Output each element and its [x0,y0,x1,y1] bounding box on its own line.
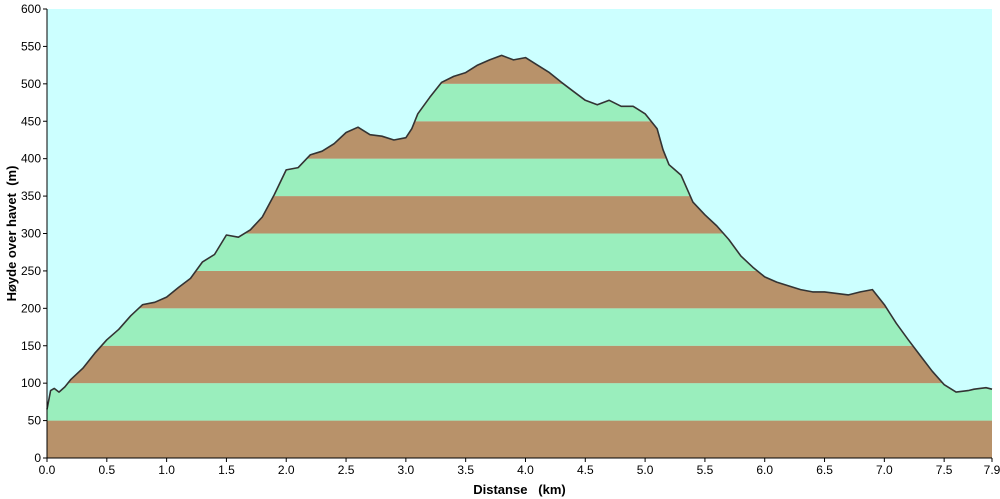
elevation-band [47,308,992,346]
y-tick-label: 600 [21,2,41,16]
x-tick-label: 7.9 [984,463,1000,477]
y-tick-label: 350 [21,189,41,203]
x-tick-label: 6.5 [816,463,833,477]
x-tick-label: 3.0 [398,463,415,477]
axes: 0 50 100 150 200 250 300 350 400 450 500 550 600 0.0 0… [21,2,1000,477]
y-tick-label: 550 [21,39,41,53]
y-tick-label: 450 [21,114,41,128]
x-tick-label: 7.0 [876,463,893,477]
x-tick-label: 2.5 [338,463,355,477]
x-tick-label: 5.5 [697,463,714,477]
y-tick-label: 250 [21,264,41,278]
y-tick-label: 400 [21,152,41,166]
y-tick-label: 150 [21,339,41,353]
x-tick-label: 4.0 [517,463,534,477]
x-tick-label: 2.0 [278,463,295,477]
y-tick-label: 200 [21,301,41,315]
x-tick-label: 6.0 [756,463,773,477]
x-tick-label: 3.5 [457,463,474,477]
elevation-band [47,345,992,384]
elevation-profile-line [46,54,993,410]
y-axis-title: Høyde over havet (m) [4,166,19,302]
y-tick-label: 300 [21,227,41,241]
x-tick-label: 1.0 [158,463,175,477]
x-tick-label: 0.5 [98,463,115,477]
y-tick-label: 500 [21,77,41,91]
x-tick-label: 5.0 [637,463,654,477]
y-tick-label: 100 [21,376,41,390]
x-axis-title: Distanse (km) [473,482,565,497]
x-tick-label: 0.0 [39,463,56,477]
elevation-band [47,420,992,458]
y-tick-label: 50 [28,414,42,428]
x-tick-label: 1.5 [218,463,235,477]
x-tick-label: 4.5 [577,463,594,477]
elevation-band [47,383,992,421]
y-tick-label: 0 [34,451,41,465]
x-tick-label: 7.5 [936,463,953,477]
